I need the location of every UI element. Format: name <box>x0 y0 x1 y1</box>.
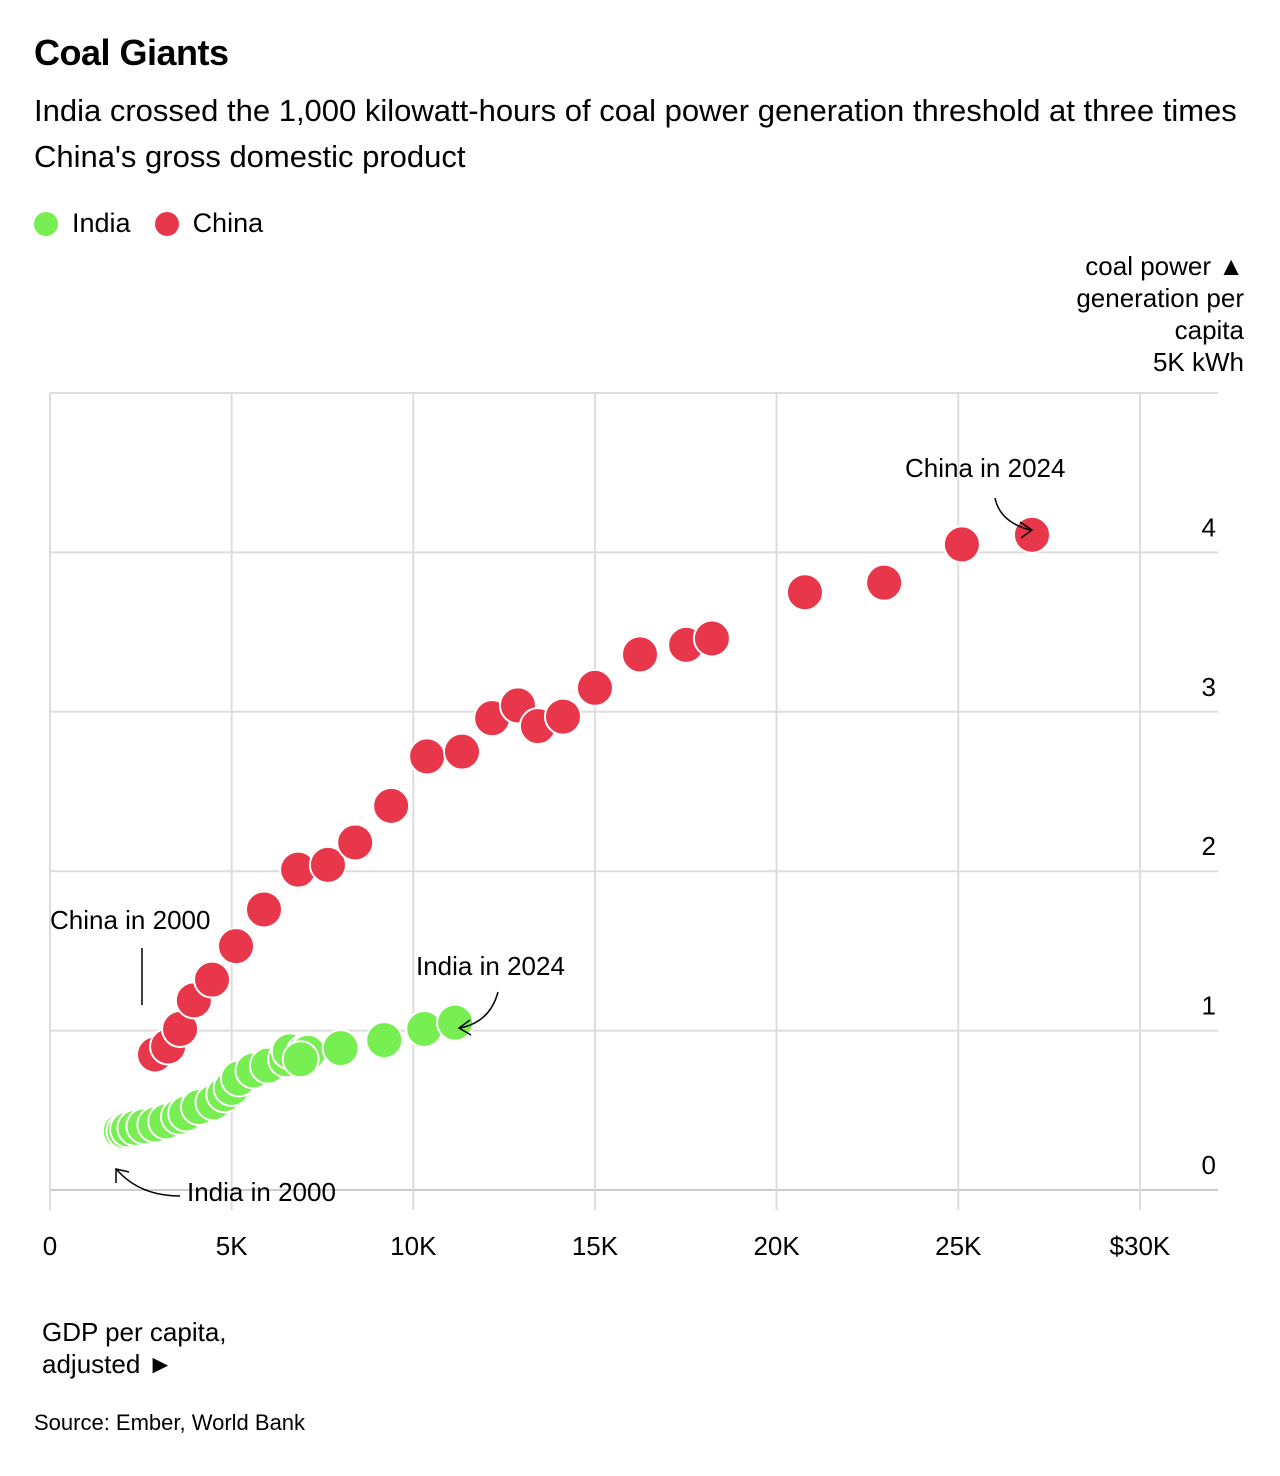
legend-swatch-china <box>154 211 179 236</box>
data-point-india <box>365 1021 404 1060</box>
y-axis-label-line: capita <box>1174 315 1244 345</box>
annotation-arrow-india-2000 <box>115 1168 181 1197</box>
y-tick-label: 3 <box>1202 672 1216 702</box>
source-note: Source: Ember, World Bank <box>34 1410 306 1435</box>
chart-title: Coal Giants <box>34 32 229 73</box>
data-point-india <box>436 1003 475 1042</box>
annotation-india-2024: India in 2024 <box>416 951 565 981</box>
data-point-china <box>408 737 447 776</box>
data-point-china <box>193 960 232 999</box>
y-tick-label: 1 <box>1202 991 1216 1021</box>
data-point-china <box>620 635 659 674</box>
y-tick-label: 4 <box>1202 512 1216 542</box>
y-axis-label-line: coal power ▲ <box>1085 251 1244 281</box>
data-point-china <box>865 563 904 602</box>
y-axis-label-line: generation per <box>1076 283 1244 313</box>
legend-item-china: China <box>154 208 264 239</box>
annotation-india-2000: India in 2000 <box>187 1177 336 1207</box>
data-point-china <box>442 732 481 771</box>
data-point-china <box>543 697 582 736</box>
data-point-china <box>308 845 347 884</box>
annotation-arrow-china-2024 <box>994 497 1034 539</box>
data-point-china <box>942 525 981 564</box>
data-point-china <box>785 573 824 612</box>
y-axis-label: coal power ▲ generation per capita 5K kW… <box>1076 250 1244 378</box>
x-tick-label: $30K <box>1110 1231 1171 1261</box>
legend-label-india: India <box>72 208 131 238</box>
y-axis-label-line: 5K kWh <box>1152 347 1244 377</box>
x-tick-label: 15K <box>572 1231 619 1261</box>
x-tick-label: 10K <box>390 1231 437 1261</box>
data-point-china <box>692 619 731 658</box>
data-point-china <box>217 927 256 966</box>
chart-subtitle: India crossed the 1,000 kilowatt-hours o… <box>34 93 1237 174</box>
annotation-china-2024: China in 2024 <box>905 453 1065 483</box>
legend-item-india: India <box>34 208 131 239</box>
x-axis-label: GDP per capita, adjusted ► <box>42 1317 227 1379</box>
data-point-china <box>372 786 411 825</box>
data-point-china <box>575 668 614 707</box>
y-tick-label: 2 <box>1202 831 1216 861</box>
data-point-india <box>405 1010 444 1049</box>
data-point-india <box>321 1029 360 1068</box>
legend-label-china: China <box>192 208 264 238</box>
x-tick-label: 5K <box>216 1231 248 1261</box>
x-tick-label: 20K <box>753 1231 800 1261</box>
legend-swatch-india <box>34 211 58 236</box>
annotation-arrow-india-2024 <box>457 991 499 1036</box>
x-tick-label: 0 <box>43 1231 57 1261</box>
annotation-china-2000: China in 2000 <box>50 905 210 935</box>
data-point-india <box>281 1040 320 1079</box>
legend: India China <box>34 208 275 239</box>
data-point-china <box>1012 515 1051 554</box>
data-point-china <box>336 823 375 862</box>
data-point-china <box>244 890 283 929</box>
x-tick-label: 25K <box>935 1231 982 1261</box>
y-tick-label: 0 <box>1202 1150 1216 1180</box>
